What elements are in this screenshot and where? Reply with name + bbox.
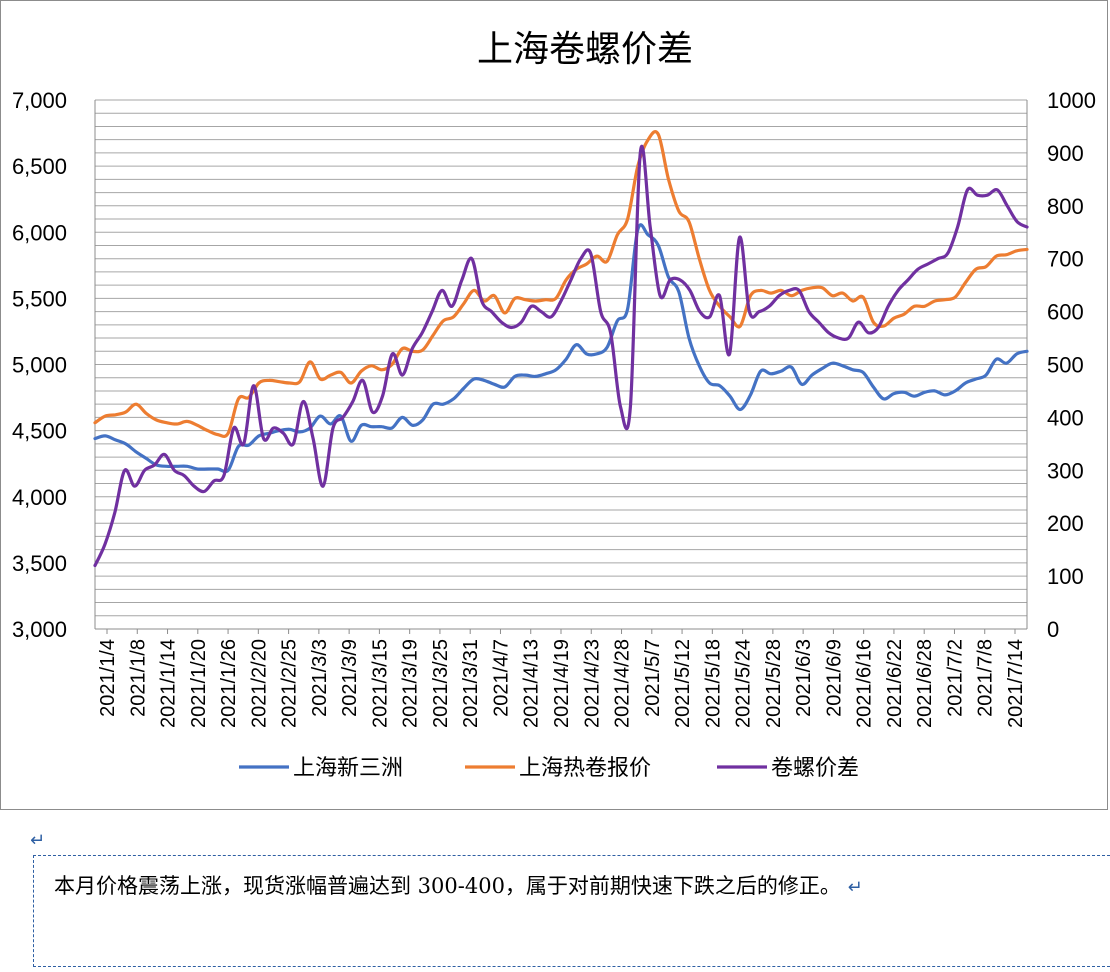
x-tick-label: 2021/1/8	[127, 639, 149, 717]
x-tick-label: 2021/3/19	[400, 639, 422, 728]
x-tick-label: 2021/5/28	[763, 639, 785, 728]
y-right-tick-label: 600	[1047, 300, 1084, 325]
x-tick-label: 2021/5/12	[672, 639, 694, 728]
chart-svg: 上海卷螺价差 3,000 3,500 4,000 4,500 5,000 5,500 6,0…	[12, 29, 1096, 781]
y-right-tick-label: 300	[1047, 458, 1084, 483]
x-tick-label: 2021/6/16	[854, 639, 876, 728]
x-tick-label: 2021/4/13	[521, 639, 543, 728]
note-text-content: 本月价格震荡上涨，现货涨幅普遍达到 300-400，属于对前期快速下跌之后的修正…	[54, 874, 841, 898]
y-right-tick-label: 500	[1047, 353, 1084, 378]
x-tick-label: 2021/1/26	[218, 639, 240, 728]
x-tick-label: 2021/7/14	[1005, 639, 1027, 728]
note-text: 本月价格震荡上涨，现货涨幅普遍达到 300-400，属于对前期快速下跌之后的修正…	[54, 870, 863, 900]
chart-frame: 上海卷螺价差 3,000 3,500 4,000 4,500 5,000 5,500 6,0…	[0, 0, 1108, 810]
y-left-tick-label: 3,000	[12, 617, 67, 642]
y-left-tick-label: 6,000	[12, 220, 67, 245]
x-tick-label: 2021/1/14	[158, 639, 180, 728]
paragraph-mark: ↵	[847, 877, 863, 898]
legend: 上海新三洲 上海热卷报价 卷螺价差	[239, 756, 859, 781]
paragraph-mark: ↵	[30, 830, 46, 851]
note-box: 本月价格震荡上涨，现货涨幅普遍达到 300-400，属于对前期快速下跌之后的修正…	[33, 855, 1110, 967]
grid-layer	[95, 99, 1027, 630]
y-left-tick-label: 6,500	[12, 154, 67, 179]
y-left-tick-label: 4,500	[12, 419, 67, 444]
axis-layer: 3,000 3,500 4,000 4,500 5,000 5,500 6,000 6,500…	[12, 88, 1096, 728]
x-tick-label: 2021/1/20	[188, 639, 210, 728]
x-tick-label: 2021/2/25	[279, 639, 301, 728]
x-tick-label: 2021/6/28	[914, 639, 936, 728]
x-tick-label: 2021/7/2	[944, 639, 966, 717]
series-line-3	[93, 144, 1029, 568]
x-tick-label: 2021/4/7	[490, 639, 512, 717]
x-tick-label: 2021/4/19	[551, 639, 573, 728]
y-right-tick-label: 0	[1047, 617, 1059, 642]
x-tick-label: 2021/1/4	[97, 639, 119, 717]
x-tick-label: 2021/6/9	[823, 639, 845, 717]
y-right-tick-label: 200	[1047, 511, 1084, 536]
y-left-tick-label: 7,000	[12, 88, 67, 113]
x-tick-label: 2021/7/8	[975, 639, 997, 717]
x-tick-label: 2021/5/24	[733, 639, 755, 728]
y-left-tick-label: 5,500	[12, 286, 67, 311]
series-line-1	[93, 223, 1029, 474]
x-tick-label: 2021/3/9	[339, 639, 361, 717]
x-tick-label: 2021/3/25	[430, 639, 452, 728]
x-tick-label: 2021/4/28	[612, 639, 634, 728]
series-layer	[93, 130, 1029, 568]
x-tick-label: 2021/4/23	[581, 639, 603, 728]
chart-title: 上海卷螺价差	[477, 29, 693, 70]
x-tick-label: 2021/5/18	[702, 639, 724, 728]
x-tick-label: 2021/6/3	[793, 639, 815, 717]
y-right-tick-label: 800	[1047, 194, 1084, 219]
legend-label: 上海热卷报价	[519, 756, 651, 781]
y-left-tick-label: 4,000	[12, 485, 67, 510]
x-tick-label: 2021/3/15	[369, 639, 391, 728]
x-tick-label: 2021/6/22	[884, 639, 906, 728]
y-left-tick-label: 5,000	[12, 353, 67, 378]
x-tick-label: 2021/3/3	[309, 639, 331, 717]
y-right-tick-label: 100	[1047, 564, 1084, 589]
y-right-tick-label: 1000	[1047, 88, 1096, 113]
legend-label: 卷螺价差	[771, 756, 859, 781]
y-left-tick-label: 3,500	[12, 551, 67, 576]
legend-label: 上海新三洲	[293, 756, 403, 781]
y-right-tick-label: 400	[1047, 405, 1084, 430]
x-tick-label: 2021/3/31	[460, 639, 482, 728]
x-tick-label: 2021/5/7	[642, 639, 664, 717]
y-right-tick-label: 900	[1047, 141, 1084, 166]
y-right-tick-label: 700	[1047, 247, 1084, 272]
x-tick-label: 2021/2/20	[248, 639, 270, 728]
